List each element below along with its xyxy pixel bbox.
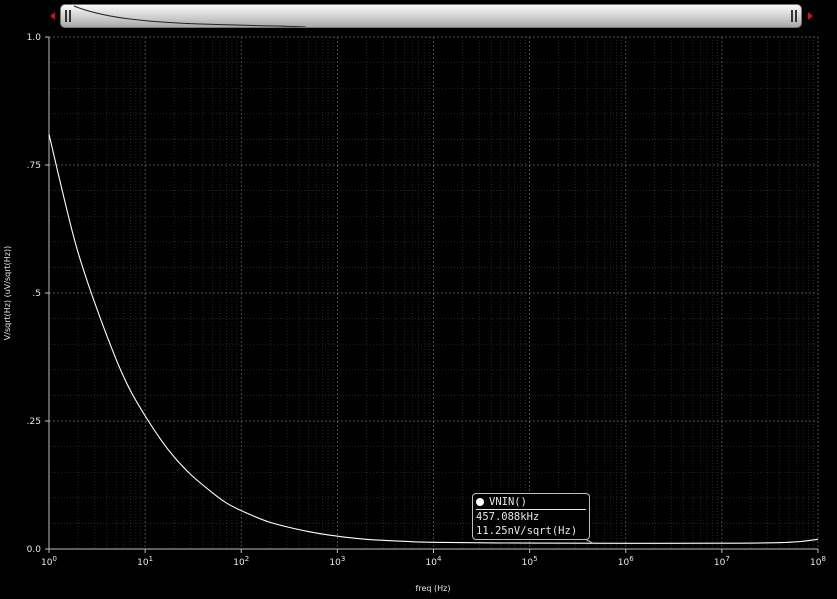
- x-tick-label: 103: [329, 555, 345, 568]
- arrow-right-icon: [808, 12, 813, 20]
- x-tick-label: 108: [810, 555, 826, 568]
- marker-trace-name: VNIN(): [489, 496, 527, 508]
- arrow-left-icon: [50, 12, 55, 20]
- y-tick-label: 0.0: [27, 545, 42, 555]
- x-tick-label: 105: [522, 555, 538, 568]
- x-tick-label: 106: [618, 555, 634, 568]
- x-tick-label: 101: [137, 555, 153, 568]
- x-axis-title: freq (Hz): [416, 584, 451, 593]
- x-tick-label: 102: [233, 555, 249, 568]
- x-tick-labels: 100 101 102 103 104 105 106 107 108: [41, 549, 826, 568]
- y-tick-label: 1.0: [27, 33, 42, 43]
- y-tick-label: .25: [27, 417, 41, 427]
- x-tick-label: 100: [41, 555, 57, 568]
- overview-thumbnail: [65, 5, 797, 27]
- overview-scrollbar-thumb[interactable]: [60, 4, 802, 28]
- left-grip-icon: [69, 10, 71, 22]
- y-axis-title: V/sqrt(Hz) (uV/sqrt(Hz)): [3, 246, 12, 340]
- right-grip-icon: [791, 10, 793, 22]
- y-tick-label: .5: [32, 289, 41, 299]
- x-tick-label: 107: [714, 555, 730, 568]
- scroll-left-button[interactable]: [46, 4, 60, 28]
- series-line-vnin[interactable]: [48, 134, 819, 544]
- left-grip-icon: [65, 10, 67, 22]
- y-tick-label: .75: [27, 161, 41, 171]
- right-grip-icon: [795, 10, 797, 22]
- x-tick-label: 104: [426, 555, 442, 568]
- marker-frequency: 457.088kHz: [476, 511, 540, 523]
- marker-readout[interactable]: VNIN() 457.088kHz 11.25nV/sqrt(Hz): [472, 493, 590, 540]
- marker-value: 11.25nV/sqrt(Hz): [476, 525, 578, 537]
- overview-trace: [73, 5, 307, 27]
- scroll-right-button[interactable]: [803, 4, 817, 28]
- y-tick-labels: 0.0 .25 .5 .75 1.0: [27, 33, 49, 555]
- marker-dot-icon: [476, 498, 484, 506]
